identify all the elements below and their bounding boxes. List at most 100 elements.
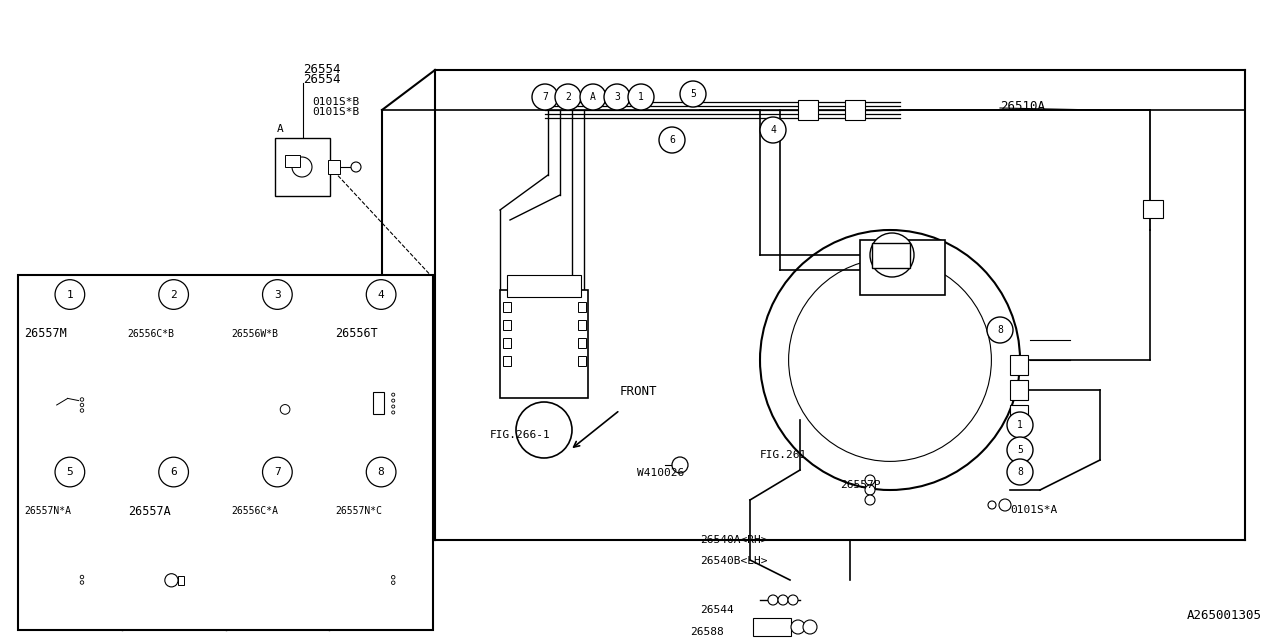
Circle shape [865,475,876,485]
Text: 26557N*A: 26557N*A [24,506,70,516]
Circle shape [516,402,572,458]
Text: 8: 8 [1018,467,1023,477]
Text: 0101S*B: 0101S*B [312,107,360,117]
Circle shape [532,84,558,110]
Circle shape [366,457,396,487]
Bar [1143,200,1164,218]
Circle shape [81,403,83,407]
Circle shape [392,581,396,584]
Circle shape [392,575,396,579]
Circle shape [659,127,685,153]
Circle shape [680,81,707,107]
Text: 26556C*B: 26556C*B [128,328,175,339]
Bar [753,618,791,636]
Bar [503,302,511,312]
Text: 26544: 26544 [700,605,733,615]
Circle shape [262,457,292,487]
Bar [374,392,384,414]
Text: 5: 5 [1018,445,1023,455]
Bar [579,302,586,312]
Circle shape [988,501,996,509]
Bar [1010,380,1028,400]
Text: 3: 3 [614,92,620,102]
Bar [579,338,586,348]
Bar [797,100,818,120]
Circle shape [392,405,394,408]
Text: 26540B<LH>: 26540B<LH> [700,556,768,566]
Text: A265001305: A265001305 [1187,609,1262,622]
Text: 26556C*A: 26556C*A [232,506,279,516]
Bar [860,240,945,295]
Text: 8: 8 [378,467,384,477]
Text: 5: 5 [690,89,696,99]
Text: FIG.266-1: FIG.266-1 [490,430,550,440]
Circle shape [604,84,630,110]
Circle shape [165,573,178,587]
Text: 4: 4 [378,289,384,300]
Text: 6: 6 [170,467,177,477]
Circle shape [760,230,1020,490]
Bar [579,356,586,366]
Text: 4: 4 [771,125,776,135]
Circle shape [55,457,84,487]
Text: A: A [276,124,284,134]
Circle shape [672,457,689,473]
Circle shape [392,411,394,414]
Text: FRONT: FRONT [620,385,658,398]
Bar [872,243,910,268]
Circle shape [81,409,83,412]
Circle shape [788,259,992,461]
Text: 26556W*B: 26556W*B [232,328,279,339]
Text: W410026: W410026 [637,468,685,478]
Text: 6: 6 [669,135,675,145]
Text: FIG.261: FIG.261 [760,450,808,460]
Circle shape [778,595,788,605]
Text: 3: 3 [274,289,280,300]
Text: 2: 2 [170,289,177,300]
Circle shape [159,280,188,309]
Bar [275,138,330,196]
Circle shape [392,393,394,396]
Circle shape [292,157,312,177]
Text: 26554: 26554 [303,63,340,76]
Bar [1010,405,1028,425]
Circle shape [556,84,581,110]
Circle shape [262,280,292,309]
Circle shape [788,595,797,605]
Text: 26540A<RH>: 26540A<RH> [700,535,768,545]
Circle shape [81,397,83,401]
Circle shape [865,495,876,505]
Circle shape [998,499,1011,511]
Circle shape [81,575,83,579]
Circle shape [366,280,396,309]
Bar [507,275,581,297]
Circle shape [987,317,1012,343]
Text: 2: 2 [564,92,571,102]
Circle shape [865,485,876,495]
Bar [845,100,865,120]
Circle shape [1007,437,1033,463]
Text: 8: 8 [997,325,1004,335]
Text: 1: 1 [1018,420,1023,430]
Circle shape [580,84,605,110]
Bar [503,338,511,348]
Circle shape [81,580,83,584]
Text: 26557M: 26557M [24,327,67,340]
Bar [579,320,586,330]
Circle shape [351,162,361,172]
Bar [503,320,511,330]
Circle shape [159,457,188,487]
Circle shape [1007,412,1033,438]
Circle shape [803,620,817,634]
Text: 0101S*B: 0101S*B [312,97,360,107]
Text: 5: 5 [67,467,73,477]
Circle shape [280,404,289,414]
Circle shape [628,84,654,110]
Text: 26557A: 26557A [128,504,170,518]
Bar [18,275,433,630]
Bar [285,155,300,167]
Circle shape [1007,459,1033,485]
Text: 7: 7 [274,467,280,477]
Circle shape [870,233,914,277]
Circle shape [55,280,84,309]
